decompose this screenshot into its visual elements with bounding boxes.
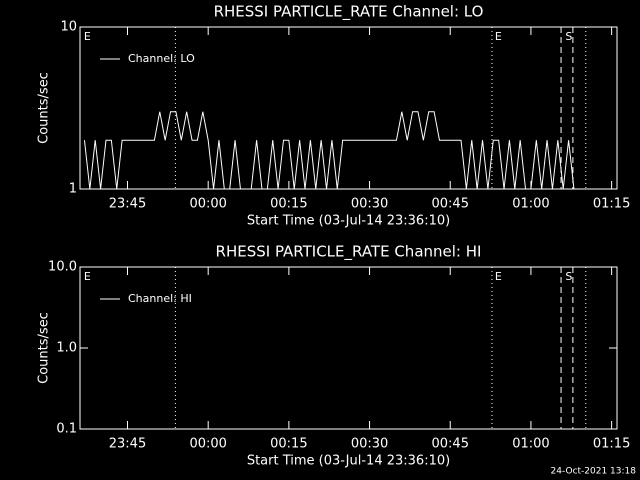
x-tick-label: 00:45 [432,437,469,452]
legend-label: Channel: HI [128,292,192,305]
annotation: E [84,270,91,283]
x-tick-label: 23:45 [109,197,146,212]
annotation: S [565,30,572,43]
data-line [83,111,585,190]
y-axis-label: Counts/sec [37,312,52,384]
x-tick-label: 01:15 [593,437,630,452]
x-tick-label: 00:00 [189,197,226,212]
y-tick-label: 10.0 [48,260,77,275]
y-tick-label: 1 [69,182,77,197]
y-tick-label: 1.0 [56,341,77,356]
y-tick-label: 0.1 [56,422,77,437]
y-tick-label: 10 [60,20,77,35]
x-tick-label: 01:00 [512,437,549,452]
x-tick-label: 00:00 [189,437,226,452]
annotation: S [565,270,572,283]
chart-title: RHESSI PARTICLE_RATE Channel: HI [216,243,482,262]
annotation: E [495,30,502,43]
annotation: E [495,270,502,283]
footer: 24-Oct-2021 13:18 [551,467,637,477]
annotation: E [84,30,91,43]
x-tick-label: 00:30 [351,197,388,212]
x-tick-label: 01:00 [512,197,549,212]
x-axis-label: Start Time (03-Jul-14 23:36:10) [247,454,450,469]
x-tick-label: 00:30 [351,437,388,452]
x-tick-label: 00:15 [270,437,307,452]
plot-frame [79,26,618,190]
y-axis-label: Counts/sec [37,72,52,144]
x-axis-label: Start Time (03-Jul-14 23:36:10) [247,214,450,229]
x-tick-label: 00:15 [270,197,307,212]
legend-label: Channel: LO [128,52,195,65]
x-tick-label: 23:45 [109,437,146,452]
chart-title: RHESSI PARTICLE_RATE Channel: LO [214,3,484,22]
x-tick-label: 01:15 [593,197,630,212]
x-tick-label: 00:45 [432,197,469,212]
